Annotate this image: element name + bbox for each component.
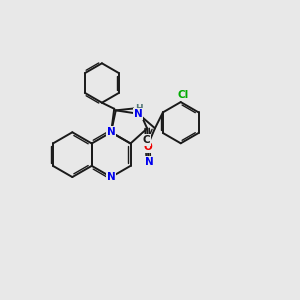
Text: Cl: Cl bbox=[178, 90, 189, 100]
Text: H: H bbox=[135, 104, 142, 113]
Text: N: N bbox=[107, 172, 116, 182]
Text: N: N bbox=[134, 109, 142, 119]
Text: N: N bbox=[146, 157, 154, 167]
Text: C: C bbox=[142, 135, 150, 145]
Text: O: O bbox=[144, 142, 153, 152]
Text: N: N bbox=[107, 127, 116, 137]
